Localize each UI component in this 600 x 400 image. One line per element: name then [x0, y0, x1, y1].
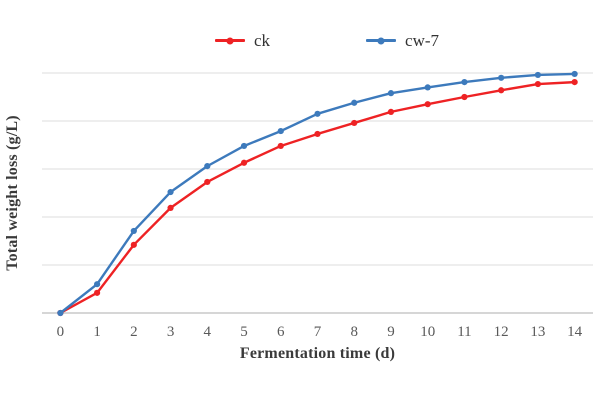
x-tick-label-10: 10 [420, 324, 435, 340]
legend-line-marker-cw-7 [366, 37, 397, 44]
series-cw-7-point-3 [167, 188, 174, 196]
x-tick-label-0: 0 [57, 324, 65, 340]
series-ck-point-13 [534, 80, 542, 88]
series-ck-point-1 [94, 289, 101, 296]
legend-label-cw-7: cw-7 [405, 31, 440, 50]
x-tick-label-11: 11 [457, 324, 471, 340]
legend-item-ck: ck [214, 31, 271, 50]
legend-line-marker-ck [214, 37, 245, 44]
series-cw-7-point-0 [57, 309, 64, 317]
x-tick-label-13: 13 [530, 324, 545, 340]
legend-dot-icon [226, 37, 234, 44]
series-ck-point-2 [130, 241, 137, 248]
x-tick-label-14: 14 [567, 324, 583, 340]
series-cw-7-point-5 [240, 142, 248, 150]
series-cw-7-point-10 [424, 84, 431, 91]
legend-item-cw-7: cw-7 [366, 32, 439, 49]
series-ck-point-4 [204, 178, 211, 186]
x-tick-label-7: 7 [314, 324, 322, 340]
legend: ck cw-7 [27, 32, 600, 49]
series-ck-point-10 [424, 101, 431, 108]
series-cw-7-point-9 [387, 90, 395, 97]
series-ck-point-11 [461, 93, 468, 101]
series-ck-point-14 [571, 79, 578, 86]
series-cw-7-point-6 [277, 127, 284, 135]
x-tick-label-1: 1 [93, 324, 101, 340]
series-ck-point-3 [167, 204, 174, 211]
x-tick-label-3: 3 [167, 324, 175, 340]
series-cw-7-point-13 [534, 71, 542, 79]
x-tick-label-4: 4 [204, 324, 212, 340]
x-tick-label-6: 6 [277, 324, 285, 340]
series-cw-7-point-7 [314, 110, 321, 117]
series-cw-7-point-8 [351, 99, 358, 106]
series-cw-7-point-2 [130, 227, 137, 235]
series-ck-point-5 [240, 159, 248, 166]
series-cw-7-point-12 [498, 74, 505, 81]
series-ck-point-7 [314, 130, 321, 138]
series-cw-7-point-11 [461, 79, 468, 86]
x-tick-label-12: 12 [494, 324, 509, 340]
series-line-cw-7 [59, 72, 576, 315]
series-cw-7-point-14 [571, 70, 578, 78]
series-ck-point-6 [277, 142, 284, 150]
series-ck-point-9 [387, 108, 395, 115]
x-tick-label-5: 5 [240, 324, 248, 340]
x-tick-label-8: 8 [350, 324, 358, 340]
x-tick-label-9: 9 [387, 324, 395, 340]
x-axis-title: Fermentation time (d) [239, 345, 396, 362]
series-ck-point-8 [351, 119, 358, 127]
x-tick-label-2: 2 [130, 324, 138, 340]
series-ck-point-12 [498, 87, 505, 94]
series-cw-7-point-4 [204, 163, 211, 170]
series-cw-7-point-1 [94, 281, 101, 288]
legend-dot-icon [377, 37, 385, 44]
legend-label-ck: ck [253, 31, 271, 50]
